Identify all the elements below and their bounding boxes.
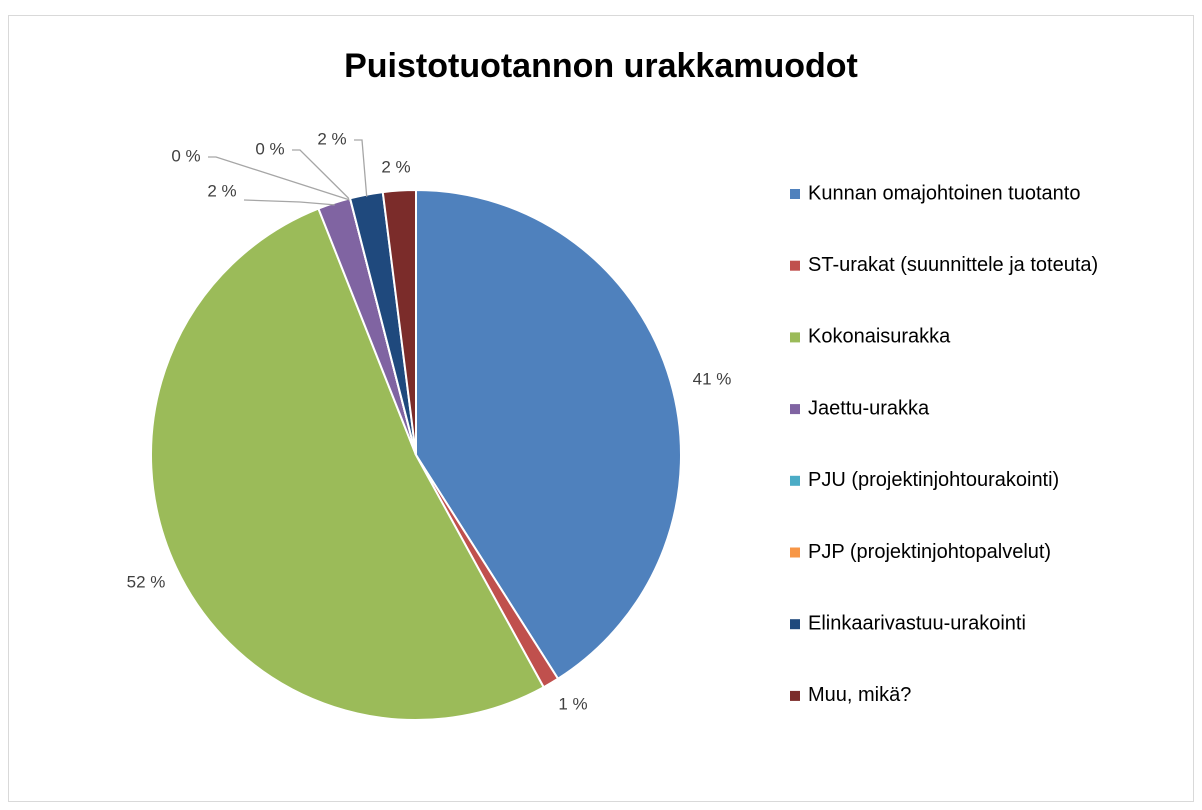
legend-label: Kunnan omajohtoinen tuotanto bbox=[808, 182, 1080, 204]
pie-slice bbox=[150, 207, 546, 721]
legend-label: ST-urakat (suunnittele ja toteuta) bbox=[808, 254, 1098, 276]
leader-line bbox=[243, 199, 335, 206]
legend-swatch bbox=[790, 404, 800, 415]
legend-swatch bbox=[790, 260, 800, 271]
data-label: 2 % bbox=[381, 157, 410, 176]
legend-label: Jaettu-urakka bbox=[808, 397, 930, 419]
leader-line bbox=[292, 149, 352, 201]
legend-swatch bbox=[790, 619, 800, 630]
legend-label: PJU (projektinjohtourakointi) bbox=[808, 469, 1059, 491]
data-label: 1 % bbox=[558, 694, 587, 713]
data-label: 0 % bbox=[171, 146, 200, 165]
data-label: 52 % bbox=[127, 572, 166, 591]
leader-line bbox=[354, 139, 368, 197]
legend-label: PJP (projektinjohtopalvelut) bbox=[808, 541, 1051, 563]
legend-swatch bbox=[790, 547, 800, 558]
legend-label: Kokonaisurakka bbox=[808, 326, 951, 348]
data-label: 41 % bbox=[693, 369, 732, 388]
pie-slice bbox=[415, 188, 682, 681]
data-label: 2 % bbox=[207, 181, 236, 200]
legend-swatch bbox=[790, 475, 800, 486]
legend-label: Muu, mikä? bbox=[808, 684, 911, 706]
data-label: 0 % bbox=[255, 139, 284, 158]
legend-label: Elinkaarivastuu-urakointi bbox=[808, 612, 1026, 634]
data-label: 2 % bbox=[317, 129, 346, 148]
legend-swatch bbox=[790, 690, 800, 701]
pie-slice bbox=[381, 188, 417, 456]
leader-line bbox=[208, 156, 351, 201]
legend-swatch bbox=[790, 189, 800, 199]
chart-title: Puistotuotannon urakkamuodot bbox=[344, 47, 858, 85]
legend-swatch bbox=[790, 332, 800, 343]
